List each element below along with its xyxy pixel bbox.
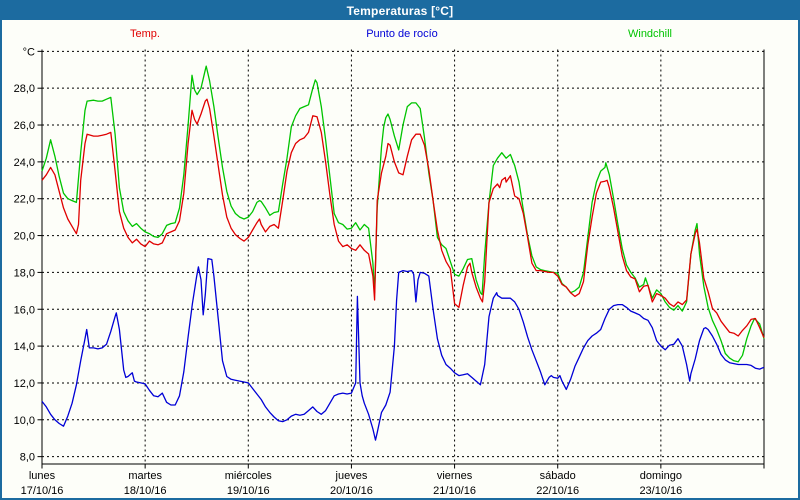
x-day-date: 21/10/16 bbox=[433, 485, 476, 497]
x-day-name: viernes bbox=[437, 470, 473, 482]
x-day-date: 22/10/16 bbox=[536, 485, 579, 497]
x-day-date: 18/10/16 bbox=[124, 485, 167, 497]
y-tick-label: 12,0 bbox=[14, 378, 35, 390]
y-tick-label: 24,0 bbox=[14, 157, 35, 169]
x-day-name: miércoles bbox=[225, 470, 273, 482]
x-day-date: 23/10/16 bbox=[639, 485, 682, 497]
y-tick-label: 16,0 bbox=[14, 304, 35, 316]
y-tick-label: 28,0 bbox=[14, 83, 35, 95]
legend-item-temp: Temp. bbox=[130, 28, 160, 40]
x-day-name: lunes bbox=[29, 470, 56, 482]
y-tick-label: 10,0 bbox=[14, 415, 35, 427]
x-day-name: jueves bbox=[335, 470, 368, 482]
chart-legend: Temp. Punto de rocío Windchill bbox=[2, 28, 798, 44]
y-tick-label: 8,0 bbox=[20, 452, 35, 464]
series-line-windchill bbox=[41, 65, 765, 363]
y-tick-label: 20,0 bbox=[14, 231, 35, 243]
x-day-date: 17/10/16 bbox=[21, 485, 64, 497]
y-tick-label: 22,0 bbox=[14, 194, 35, 206]
legend-item-windchill: Windchill bbox=[627, 28, 673, 40]
legend-item-dew-point: Punto de rocío bbox=[366, 28, 438, 40]
title-bar[interactable]: Temperaturas [°C] bbox=[2, 2, 798, 20]
x-day-name: sábado bbox=[540, 470, 576, 482]
y-tick-label: 26,0 bbox=[14, 120, 35, 132]
x-day-date: 19/10/16 bbox=[227, 485, 270, 497]
series-line-punto-de-roc-o bbox=[41, 257, 765, 441]
x-day-date: 20/10/16 bbox=[330, 485, 373, 497]
x-day-name: domingo bbox=[640, 470, 682, 482]
window-title: Temperaturas [°C] bbox=[346, 4, 454, 18]
y-axis-unit: °C bbox=[23, 46, 35, 58]
series-line-temp- bbox=[41, 98, 765, 339]
y-tick-label: 18,0 bbox=[14, 267, 35, 279]
y-tick-label: 14,0 bbox=[14, 341, 35, 353]
x-day-name: martes bbox=[128, 470, 162, 482]
